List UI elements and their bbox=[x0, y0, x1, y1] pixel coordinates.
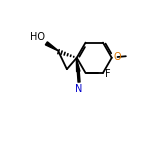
Polygon shape bbox=[45, 42, 59, 51]
Text: F: F bbox=[105, 69, 111, 79]
Polygon shape bbox=[76, 58, 80, 72]
Text: O: O bbox=[114, 52, 121, 62]
Text: N: N bbox=[75, 84, 83, 94]
Text: HO: HO bbox=[29, 32, 45, 42]
